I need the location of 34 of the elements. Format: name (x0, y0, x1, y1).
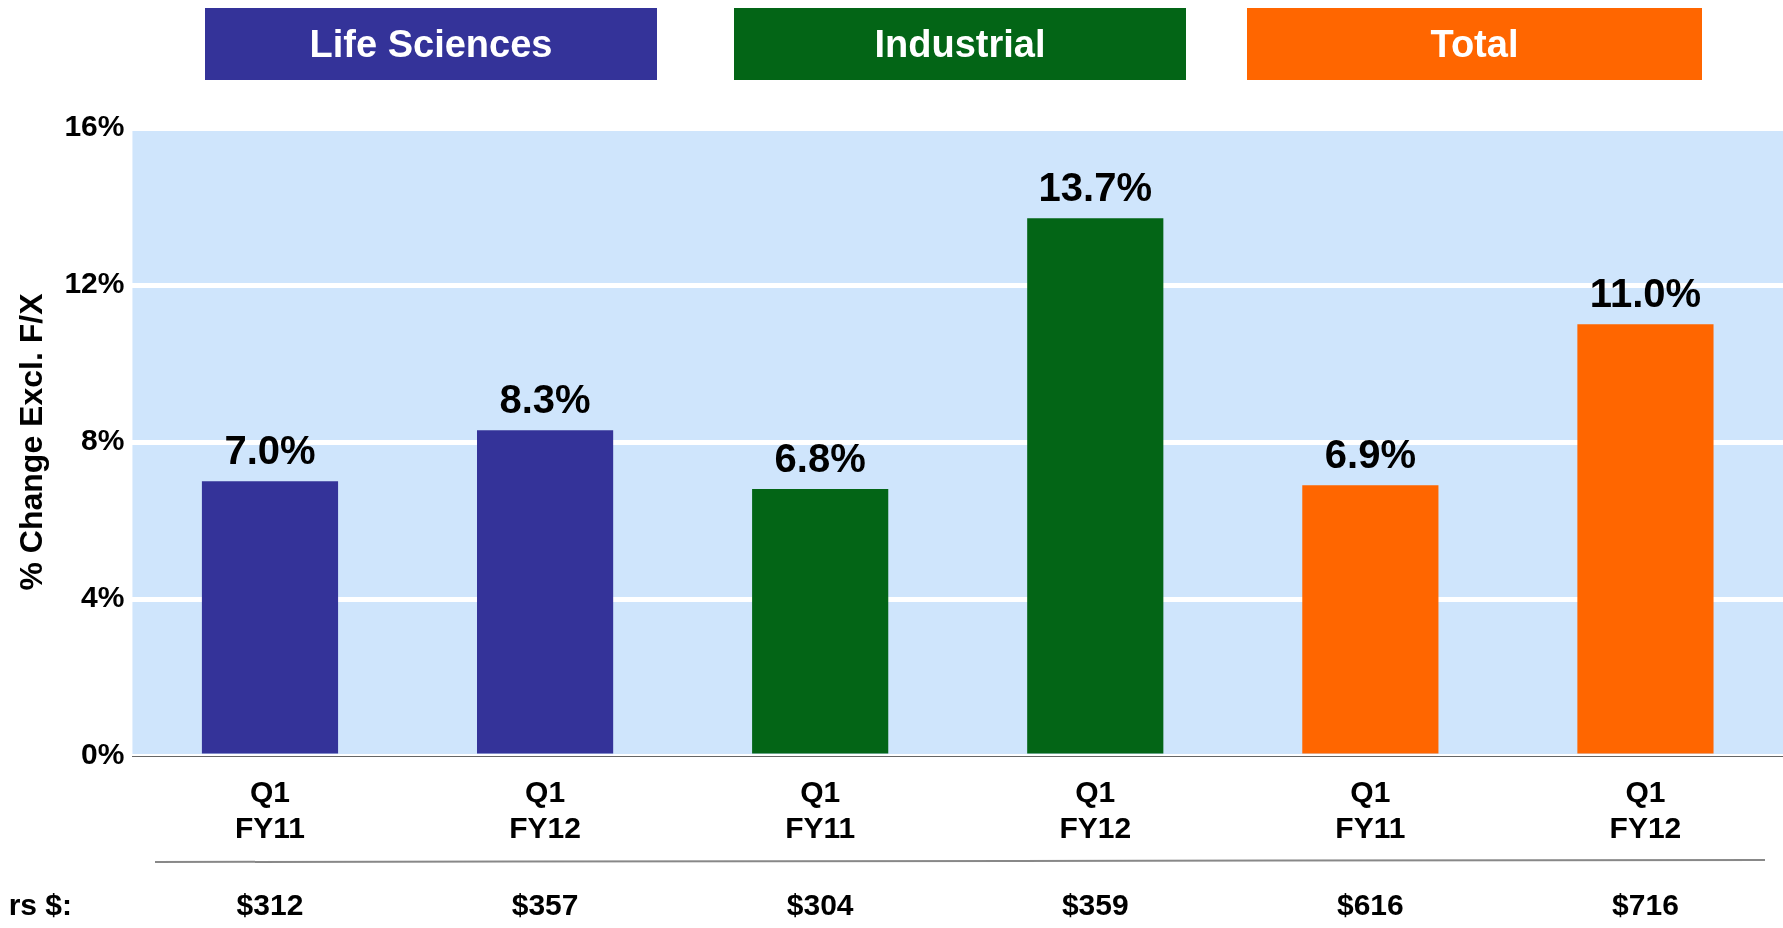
text: $304 (786, 888, 854, 922)
y-tick-label: 16% (64, 109, 125, 143)
data-label: 8.3% (499, 377, 591, 422)
bar (1577, 324, 1714, 754)
data-label: 11.0% (1589, 271, 1702, 316)
x-tick-label: Q1 FY12 (1609, 775, 1682, 845)
text: $357 (511, 888, 579, 922)
x-tick-label: Q1 FY11 (1335, 775, 1406, 845)
text: Industrial (734, 8, 1186, 80)
data-label: 13.7% (1038, 165, 1152, 210)
text: $716 (1612, 888, 1679, 922)
data-label: 6.8% (774, 436, 866, 481)
text: $616 (1336, 888, 1404, 922)
bar (752, 489, 889, 754)
y-axis-title: % Change Excl. F/X (13, 292, 50, 591)
y-tick-label: 12% (64, 266, 125, 300)
x-tick-label: Q1 FY11 (234, 775, 306, 845)
x-tick-label: Q1 FY12 (509, 775, 581, 845)
data-label: 6.9% (1324, 432, 1416, 477)
text: rs $: (8, 888, 72, 922)
text: Total (1247, 8, 1702, 80)
text: $312 (236, 888, 304, 922)
bar (1302, 485, 1439, 754)
y-tick-label: 4% (81, 580, 125, 614)
data-label: 7.0% (224, 428, 316, 473)
bar (477, 430, 614, 754)
bar (1027, 218, 1164, 754)
text: Life Sciences (205, 8, 657, 80)
text: $359 (1061, 888, 1129, 922)
y-tick-label: 8% (81, 423, 125, 457)
bar (201, 481, 339, 754)
y-tick-label: 0% (81, 737, 125, 771)
x-tick-label: Q1 FY11 (785, 775, 856, 845)
x-tick-label: Q1 FY12 (1059, 775, 1132, 845)
